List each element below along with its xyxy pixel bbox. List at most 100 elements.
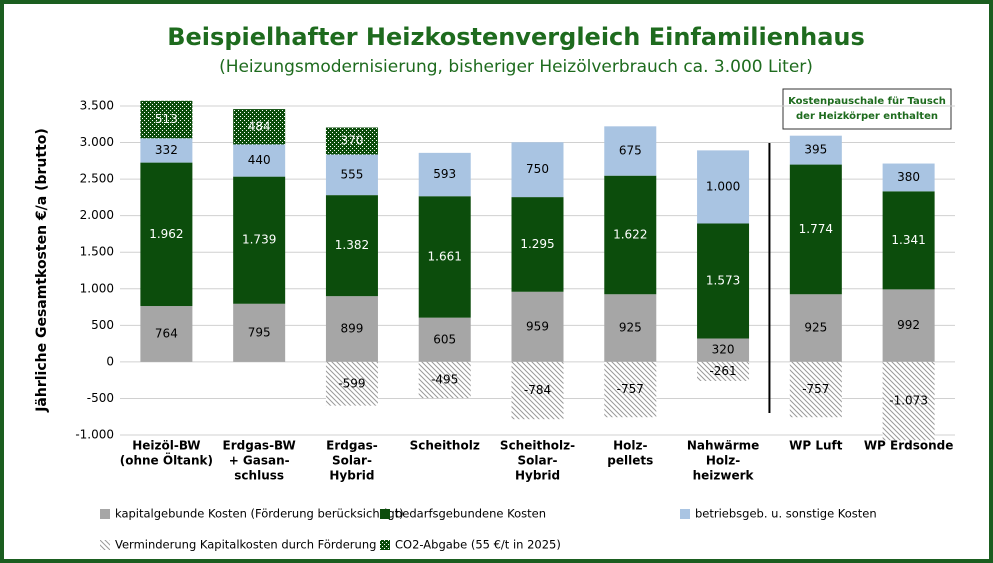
x-tick-label: schluss	[234, 469, 284, 483]
legend-label: bedarfsgebundene Kosten	[395, 507, 546, 521]
y-tick-label: 3.000	[80, 135, 114, 149]
bar-segment	[511, 142, 564, 198]
bar-segment	[882, 163, 935, 192]
bar-segment	[604, 126, 657, 176]
data-label: 899	[340, 322, 363, 336]
bar-segment	[418, 152, 471, 197]
x-tick-label: heizwerk	[693, 469, 755, 483]
data-label: 380	[897, 170, 920, 184]
bar-segment	[140, 306, 193, 362]
bar-segment	[604, 294, 657, 362]
data-label: -757	[802, 382, 829, 396]
bar-segment	[604, 175, 657, 295]
data-label: 593	[433, 167, 456, 181]
bar-segment	[882, 191, 935, 290]
x-tick-label: Holz-	[613, 439, 647, 453]
legend-swatch	[100, 509, 110, 519]
annotation: der Heizkörper enthalten	[796, 111, 938, 122]
data-label: 675	[619, 143, 642, 157]
x-tick-label: Erdgas-	[326, 439, 378, 453]
data-label: 484	[248, 119, 271, 133]
data-label: 795	[248, 325, 271, 339]
data-label: 925	[804, 321, 827, 335]
data-label: -261	[709, 364, 736, 378]
bar-segment	[697, 338, 750, 362]
data-label: 440	[248, 153, 271, 167]
bar-segment	[325, 127, 378, 155]
data-label: 1.573	[706, 273, 740, 287]
data-label: 513	[155, 112, 178, 126]
bar-segment	[789, 294, 842, 362]
data-label: 959	[526, 319, 549, 333]
bar-segment	[233, 144, 286, 177]
data-label: 1.000	[706, 179, 740, 193]
data-label: 1.739	[242, 233, 276, 247]
x-tick-label: pellets	[607, 454, 653, 468]
y-axis-title: Jährliche Gesamtkosten €/a (brutto)	[34, 128, 50, 413]
bar-segment	[882, 289, 935, 362]
bar-segment	[418, 196, 471, 318]
data-label: 1.622	[613, 227, 647, 241]
annotation: Kostenpauschale für Tausch	[788, 96, 946, 107]
bar-segment	[325, 296, 378, 362]
bar-segment	[789, 135, 842, 165]
bar-segment	[140, 100, 193, 139]
data-label: 320	[712, 343, 735, 357]
y-tick-label: 1.500	[80, 245, 114, 259]
data-label: -784	[524, 383, 551, 397]
y-tick-label: 2.500	[80, 172, 114, 186]
bar-segment	[882, 361, 935, 441]
bar-segment	[233, 303, 286, 362]
data-label: 1.661	[428, 249, 462, 263]
data-label: -1.073	[889, 394, 928, 408]
legend-swatch	[380, 540, 390, 550]
data-label: -495	[431, 372, 458, 386]
data-label: 992	[897, 318, 920, 332]
x-tick-label: Nahwärme	[687, 439, 759, 453]
bar-segment	[233, 109, 286, 145]
data-label: 750	[526, 162, 549, 176]
bar-segment	[697, 150, 750, 224]
x-tick-label: Heizöl-BW	[132, 439, 200, 453]
bar-segment	[511, 197, 564, 292]
bar-segment	[511, 361, 564, 420]
y-tick-label: 1.000	[80, 281, 114, 295]
data-label: 555	[340, 167, 363, 181]
data-label: 332	[155, 143, 178, 157]
y-tick-label: -500	[87, 391, 114, 405]
data-label: 1.295	[520, 237, 554, 251]
x-tick-label: + Gasan-	[229, 454, 290, 468]
x-tick-label: Scheitholz	[410, 439, 480, 453]
data-label: 370	[340, 134, 363, 148]
y-tick-label: 0	[106, 354, 114, 368]
x-tick-label: Hybrid	[329, 469, 374, 483]
x-tick-label: Erdgas-BW	[223, 439, 296, 453]
annotation-box	[782, 88, 952, 130]
x-tick-label: Hybrid	[515, 469, 560, 483]
data-label: 605	[433, 332, 456, 346]
data-label: 395	[804, 143, 827, 157]
legend-swatch	[680, 509, 690, 519]
data-label: 1.962	[149, 227, 183, 241]
bar-segment	[325, 361, 378, 406]
legend-label: CO2-Abgabe (55 €/t in 2025)	[395, 538, 561, 552]
bar-segment	[697, 361, 750, 381]
bar-segment	[233, 176, 286, 304]
chart-title: Beispielhafter Heizkostenvergleich Einfa…	[167, 23, 865, 51]
x-tick-label: WP Luft	[789, 439, 843, 453]
y-tick-label: 2.000	[80, 208, 114, 222]
bar-segment	[140, 162, 193, 307]
data-label: 1.382	[335, 238, 369, 252]
legend-swatch	[100, 540, 110, 550]
data-label: 1.774	[799, 222, 833, 236]
legend-label: betriebsgeb. u. sonstige Kosten	[695, 507, 877, 521]
x-tick-label: Solar-	[518, 454, 558, 468]
bar-segment	[789, 164, 842, 295]
y-tick-label: -1.000	[75, 428, 114, 442]
x-tick-label: Holz-	[706, 454, 740, 468]
bar-segment	[697, 223, 750, 339]
bar-segment	[604, 361, 657, 418]
x-tick-label: Solar-	[332, 454, 372, 468]
x-tick-label: (ohne Öltank)	[120, 453, 213, 468]
bar-segment	[418, 317, 471, 362]
